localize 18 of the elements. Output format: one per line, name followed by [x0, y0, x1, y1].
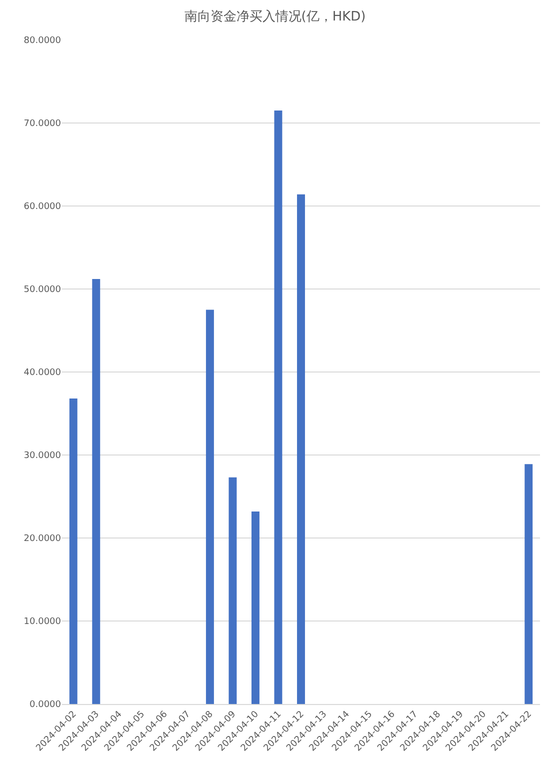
- bar: [206, 310, 214, 704]
- y-tick-label: 50.0000: [24, 285, 62, 296]
- y-tick-label: 60.0000: [24, 202, 62, 212]
- bar: [297, 194, 305, 704]
- bar: [92, 279, 100, 704]
- bar: [69, 398, 78, 704]
- y-tick-label: 10.0000: [24, 617, 62, 628]
- y-tick-label: 80.0000: [24, 36, 62, 46]
- y-tick-label: 30.0000: [24, 451, 62, 462]
- bar: [251, 511, 260, 704]
- y-tick-label: 0.0000: [30, 700, 62, 710]
- bar: [524, 464, 533, 704]
- y-tick-label: 20.0000: [24, 534, 62, 544]
- y-tick-label: 70.0000: [24, 119, 62, 130]
- chart-title: 南向资金净买入情况(亿，HKD): [184, 10, 366, 25]
- y-tick-label: 40.0000: [24, 368, 62, 378]
- bar: [228, 477, 237, 704]
- bar: [274, 110, 282, 704]
